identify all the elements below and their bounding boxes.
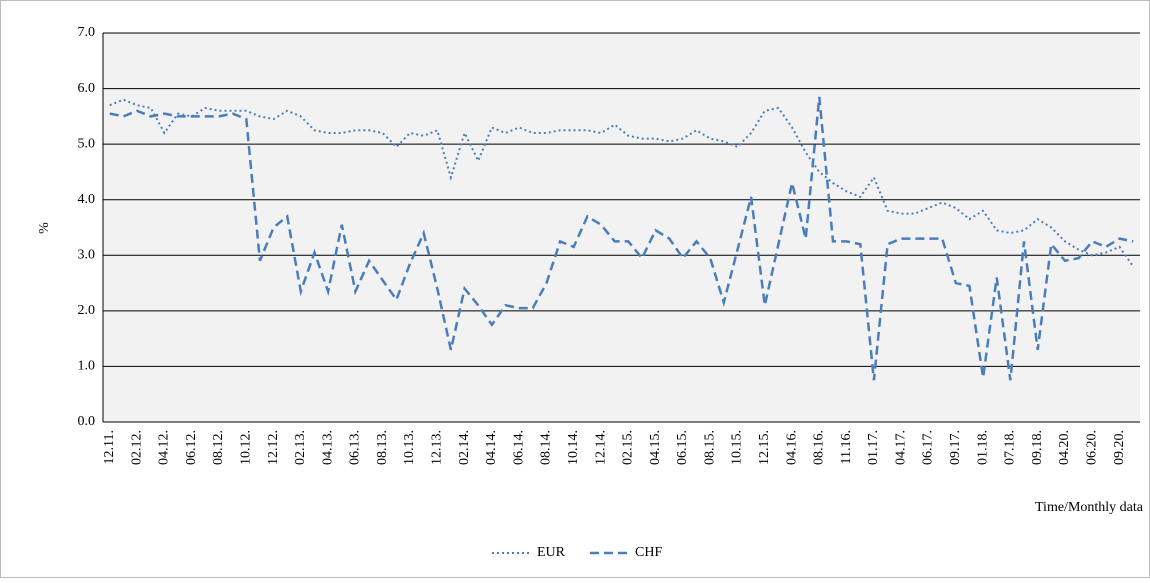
y-tick-label: 2.0 xyxy=(78,303,96,318)
x-tick-label: 12.13. xyxy=(430,430,445,465)
x-tick-label: 08.13. xyxy=(375,430,390,465)
y-tick-label: 6.0 xyxy=(78,81,96,96)
x-tick-label: 01.17. xyxy=(866,430,881,465)
x-tick-label: 09.17. xyxy=(948,430,963,465)
x-tick-label: 10.14. xyxy=(566,430,581,465)
x-tick-label: 04.14. xyxy=(484,430,499,465)
y-tick-label: 3.0 xyxy=(78,248,96,263)
x-tick-label: 04.15. xyxy=(648,430,663,465)
plot-area xyxy=(103,33,1140,422)
y-tick-label: 1.0 xyxy=(78,359,96,374)
y-tick-label: 0.0 xyxy=(78,414,96,429)
x-tick-label: 10.12. xyxy=(238,430,253,465)
y-tick-label: 4.0 xyxy=(78,192,96,207)
x-tick-label: 02.13. xyxy=(293,430,308,465)
x-tick-label: 10.13. xyxy=(402,430,417,465)
x-tick-label: 11.16. xyxy=(839,430,854,464)
x-tick-label: 04.16. xyxy=(784,430,799,465)
y-axis-label: % xyxy=(37,222,52,234)
y-tick-label: 5.0 xyxy=(78,136,96,151)
x-tick-label: 06.17. xyxy=(921,430,936,465)
x-tick-label: 04.20. xyxy=(1057,430,1072,465)
x-tick-label: 06.14. xyxy=(511,430,526,465)
x-tick-label: 06.15. xyxy=(675,430,690,465)
x-tick-label: 04.17. xyxy=(893,430,908,465)
x-tick-label: 10.15. xyxy=(730,430,745,465)
x-tick-label: 08.16. xyxy=(812,430,827,465)
x-tick-label: 12.14. xyxy=(593,430,608,465)
x-tick-label: 01.18. xyxy=(975,430,990,465)
x-tick-label: 08.14. xyxy=(539,430,554,465)
x-tick-label: 06.12. xyxy=(184,430,199,465)
x-tick-label: 12.12. xyxy=(266,430,281,465)
x-tick-label: 07.18. xyxy=(1003,430,1018,465)
y-tick-label: 7.0 xyxy=(78,25,96,40)
legend-label: CHF xyxy=(635,545,662,560)
x-tick-label: 12.15. xyxy=(757,430,772,465)
line-series xyxy=(109,96,1134,381)
x-tick-label: 06.13. xyxy=(348,430,363,465)
x-tick-label: 08.15. xyxy=(702,430,717,465)
x-tick-label: 09.20. xyxy=(1112,430,1127,465)
x-tick-label: 02.12. xyxy=(129,430,144,465)
x-tick-label: 08.12. xyxy=(211,430,226,465)
x-tick-label: 06.20. xyxy=(1084,430,1099,465)
x-tick-label: 04.12. xyxy=(157,430,172,465)
x-tick-label: 02.14. xyxy=(457,430,472,465)
legend-label: EUR xyxy=(537,545,566,560)
line-series xyxy=(109,98,1135,267)
x-axis-label: Time/Monthly data xyxy=(1035,500,1144,515)
x-tick-label: 09.18. xyxy=(1030,430,1045,465)
x-tick-label: 02.15. xyxy=(621,430,636,465)
x-tick-label: 04.13. xyxy=(320,430,335,465)
x-tick-label: 12.11. xyxy=(102,430,117,464)
